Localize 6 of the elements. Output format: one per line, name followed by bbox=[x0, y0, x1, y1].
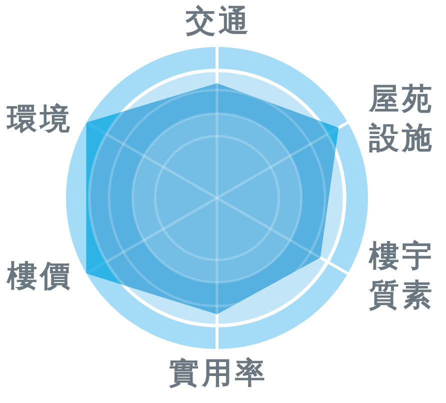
spoke-label: 實用率 bbox=[168, 356, 268, 392]
spoke-label: 交通 bbox=[184, 4, 252, 40]
spoke-label: 環境 bbox=[7, 102, 74, 138]
spoke-label: 屋苑設施 bbox=[368, 82, 436, 158]
spoke-label: 樓宇質素 bbox=[368, 238, 436, 314]
spoke-label: 樓價 bbox=[7, 258, 74, 295]
